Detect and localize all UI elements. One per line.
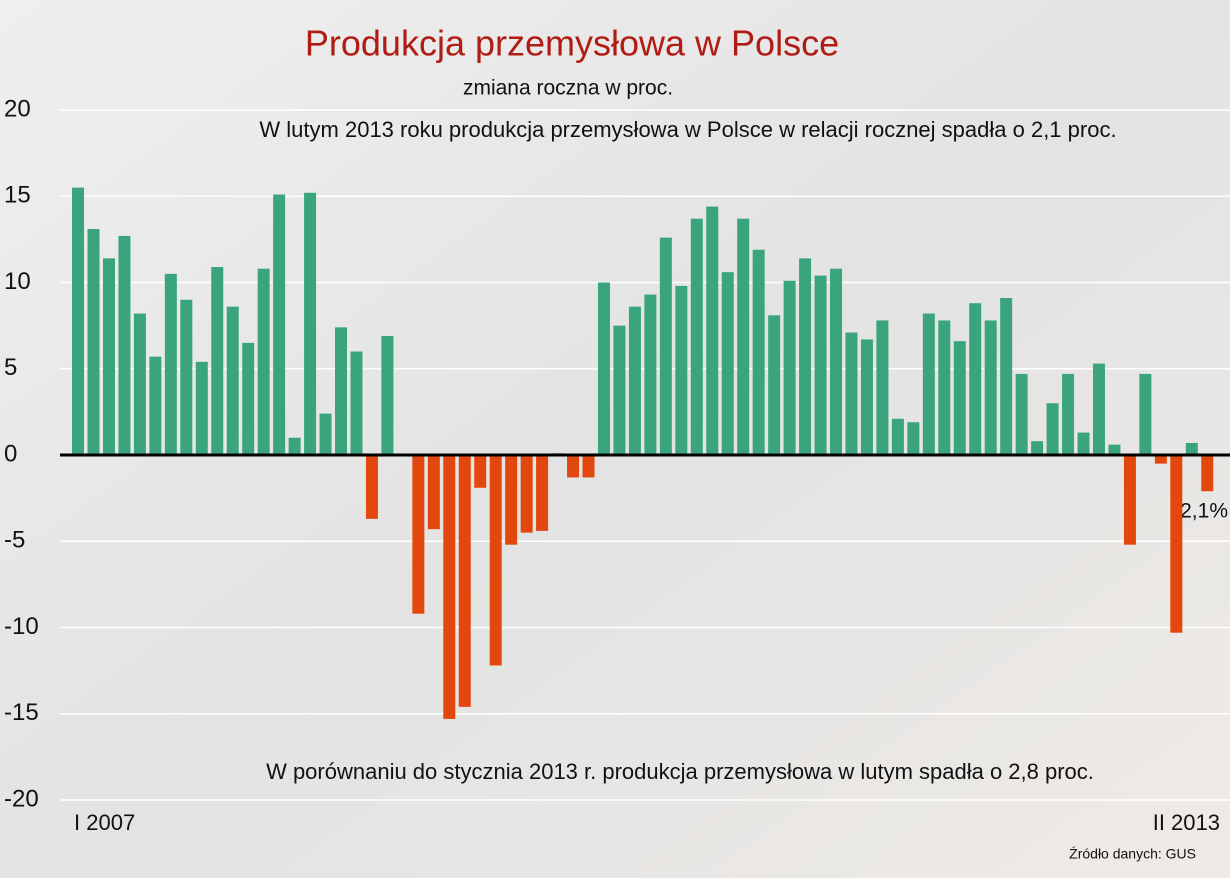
bar bbox=[628, 306, 641, 455]
bar bbox=[474, 455, 487, 488]
annotation: 2,1% bbox=[1180, 500, 1228, 523]
bar bbox=[1185, 442, 1198, 455]
bar bbox=[1077, 432, 1090, 455]
bar bbox=[381, 335, 394, 455]
y-tick-label: -20 bbox=[4, 785, 39, 812]
y-tick-label: 0 bbox=[4, 440, 17, 467]
bar bbox=[567, 455, 580, 478]
y-tick-label: 10 bbox=[4, 268, 31, 295]
bar bbox=[102, 258, 115, 455]
bar bbox=[659, 237, 672, 455]
bar bbox=[984, 320, 997, 455]
bar bbox=[335, 327, 348, 455]
bar bbox=[242, 342, 255, 455]
bar bbox=[768, 315, 781, 455]
bar bbox=[211, 266, 224, 455]
bar bbox=[953, 341, 966, 455]
bar bbox=[860, 339, 873, 455]
bar bbox=[1108, 444, 1121, 455]
bar bbox=[922, 313, 935, 455]
bar bbox=[675, 285, 688, 455]
chart-title: Produkcja przemysłowa w Polsce bbox=[305, 23, 839, 64]
bar bbox=[613, 325, 626, 455]
bar bbox=[226, 306, 239, 455]
y-tick-label: 20 bbox=[4, 95, 31, 122]
y-tick-label: -5 bbox=[4, 527, 25, 554]
y-tick-label: -15 bbox=[4, 699, 39, 726]
bar bbox=[257, 268, 270, 455]
bar bbox=[1000, 298, 1013, 455]
bar bbox=[133, 313, 146, 455]
bar bbox=[969, 303, 982, 455]
bar bbox=[536, 455, 549, 531]
bar bbox=[845, 332, 858, 455]
bar bbox=[752, 249, 765, 455]
bar bbox=[1062, 373, 1075, 455]
bar bbox=[830, 268, 843, 455]
chart-subtitle: zmiana roczna w proc. bbox=[463, 77, 673, 100]
y-tick-label: 5 bbox=[4, 354, 17, 381]
bar bbox=[876, 320, 889, 455]
bar bbox=[891, 418, 904, 455]
bar bbox=[427, 455, 440, 530]
x-tick-label: I 2007 bbox=[74, 810, 135, 835]
annotation: W porównaniu do stycznia 2013 r. produkc… bbox=[266, 759, 1094, 784]
bar bbox=[799, 258, 812, 455]
bar bbox=[288, 437, 301, 455]
bar bbox=[304, 192, 317, 456]
bar bbox=[907, 422, 920, 455]
bar bbox=[1015, 373, 1028, 455]
bar bbox=[149, 356, 162, 455]
bar bbox=[597, 282, 610, 455]
bar bbox=[87, 229, 100, 455]
bar bbox=[72, 187, 85, 455]
bar bbox=[644, 294, 657, 455]
y-tick-label: -10 bbox=[4, 613, 39, 640]
bar bbox=[1123, 455, 1136, 545]
bar bbox=[1201, 455, 1214, 492]
bar bbox=[520, 455, 533, 533]
bar bbox=[814, 275, 827, 455]
annotation: W lutym 2013 roku produkcja przemysłowa … bbox=[259, 117, 1116, 142]
y-tick-label: 15 bbox=[4, 182, 31, 209]
bar bbox=[783, 280, 796, 455]
bar bbox=[1154, 455, 1167, 464]
bar bbox=[350, 351, 363, 455]
bar bbox=[180, 299, 193, 455]
bar bbox=[721, 272, 734, 455]
bar bbox=[690, 218, 703, 455]
bar bbox=[938, 320, 951, 455]
bar bbox=[458, 455, 471, 707]
bar bbox=[164, 273, 177, 455]
bar bbox=[489, 455, 502, 666]
bar bbox=[1092, 363, 1105, 455]
bar bbox=[195, 361, 208, 455]
bar bbox=[1139, 373, 1152, 455]
bar bbox=[1170, 455, 1183, 633]
bar bbox=[118, 235, 131, 455]
bar bbox=[706, 206, 719, 455]
bar bbox=[505, 455, 518, 545]
bar bbox=[737, 218, 750, 455]
x-tick-label: II 2013 bbox=[1153, 810, 1220, 835]
bar bbox=[1046, 403, 1059, 455]
bar bbox=[582, 455, 595, 478]
bar bbox=[273, 194, 286, 455]
bar bbox=[1031, 441, 1044, 455]
bar bbox=[365, 455, 378, 519]
bar bbox=[412, 455, 425, 614]
source: Źródło danych: GUS bbox=[1069, 846, 1196, 862]
bar bbox=[319, 413, 332, 455]
bar bbox=[443, 455, 456, 719]
